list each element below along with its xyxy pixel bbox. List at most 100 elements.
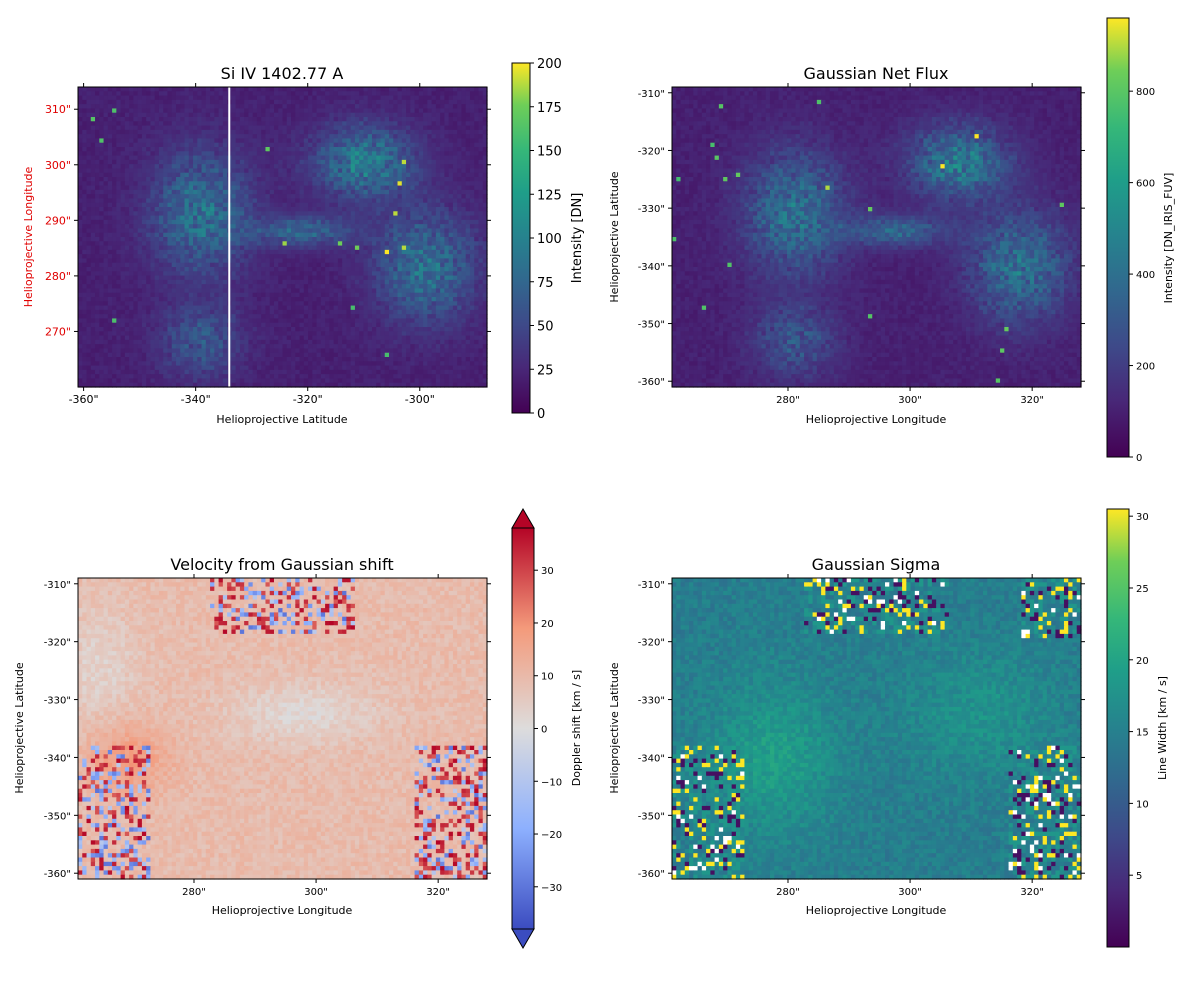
- heatmap-cell: [146, 288, 151, 293]
- heatmap-cell: [138, 87, 143, 92]
- heatmap-cell: [253, 91, 258, 96]
- heatmap-cell: [453, 267, 458, 272]
- heatmap-cell: [180, 147, 185, 152]
- heatmap-cell: [346, 254, 351, 259]
- heatmap-cell: [87, 288, 92, 293]
- heatmap-cell: [244, 301, 249, 306]
- heatmap-cell: [180, 96, 185, 101]
- heatmap-cell: [197, 276, 202, 281]
- heatmap-cell: [172, 224, 177, 229]
- heatmap-cell: [95, 306, 100, 311]
- heatmap-cell: [185, 220, 190, 225]
- heatmap-cell: [312, 198, 317, 203]
- heatmap-cell: [346, 121, 351, 126]
- heatmap-cell: [415, 134, 420, 139]
- heatmap-cell: [321, 91, 326, 96]
- heatmap-cell: [138, 207, 143, 212]
- heatmap-cell: [236, 288, 241, 293]
- heatmap-cell: [432, 276, 437, 281]
- heatmap-cell: [359, 241, 364, 246]
- heatmap-cell: [457, 96, 462, 101]
- heatmap-cell: [270, 198, 275, 203]
- heatmap-cell: [197, 130, 202, 135]
- heatmap-cell: [317, 207, 322, 212]
- heatmap-cell: [363, 143, 368, 148]
- heatmap-cell: [112, 126, 117, 131]
- heatmap-cell: [457, 288, 462, 293]
- heatmap-cell: [444, 203, 449, 208]
- heatmap-cell: [295, 250, 300, 255]
- heatmap-cell: [380, 151, 385, 156]
- heatmap-cell: [108, 250, 113, 255]
- heatmap-cell: [99, 186, 104, 191]
- heatmap-cell: [125, 164, 130, 169]
- heatmap-cell: [393, 254, 398, 259]
- heatmap-cell: [363, 280, 368, 285]
- heatmap-cell: [372, 190, 377, 195]
- heatmap-cell: [206, 117, 211, 122]
- heatmap-cell: [129, 91, 134, 96]
- heatmap-cell: [210, 276, 215, 281]
- heatmap-cell: [91, 87, 96, 92]
- heatmap-cell: [334, 241, 339, 246]
- heatmap-cell: [385, 263, 390, 268]
- heatmap-cell: [253, 194, 258, 199]
- heatmap-cell: [304, 284, 309, 289]
- heatmap-cell: [78, 87, 83, 92]
- heatmap-cell: [87, 271, 92, 276]
- heatmap-cell: [202, 293, 207, 298]
- heatmap-cell: [257, 258, 262, 263]
- heatmap-cell: [342, 306, 347, 311]
- heatmap-cell: [167, 168, 172, 173]
- heatmap-cell: [478, 254, 483, 259]
- heatmap-cell: [406, 288, 411, 293]
- heatmap-cell: [248, 104, 253, 109]
- heatmap-cell: [317, 233, 322, 238]
- heatmap-cell: [393, 267, 398, 272]
- heatmap-cell: [355, 177, 360, 182]
- heatmap-cell: [189, 216, 194, 221]
- heatmap-cell: [432, 220, 437, 225]
- heatmap-cell: [121, 224, 126, 229]
- heatmap-cell: [329, 233, 334, 238]
- heatmap-cell: [393, 306, 398, 311]
- heatmap-cell: [385, 233, 390, 238]
- heatmap-cell: [410, 258, 415, 263]
- heatmap-cell: [257, 160, 262, 165]
- heatmap-cell: [300, 211, 305, 216]
- heatmap-cell: [104, 198, 109, 203]
- heatmap-cell: [133, 293, 138, 298]
- heatmap-cell: [176, 246, 181, 251]
- heatmap-cell: [304, 121, 309, 126]
- heatmap-cell: [163, 224, 168, 229]
- heatmap-cell: [167, 250, 172, 255]
- heatmap-cell: [231, 130, 236, 135]
- heatmap-cell: [291, 194, 296, 199]
- heatmap-cell: [304, 177, 309, 182]
- heatmap-cell: [223, 194, 228, 199]
- heatmap-cell: [453, 288, 458, 293]
- heatmap-cell: [406, 228, 411, 233]
- heatmap-cell: [185, 258, 190, 263]
- heatmap-cell: [185, 181, 190, 186]
- heatmap-cell: [274, 113, 279, 118]
- heatmap-cell: [312, 254, 317, 259]
- heatmap-cell: [393, 186, 398, 191]
- heatmap-cell: [304, 186, 309, 191]
- heatmap-cell: [342, 156, 347, 161]
- heatmap-cell: [449, 177, 454, 182]
- heatmap-cell: [372, 108, 377, 113]
- heatmap-cell: [261, 267, 266, 272]
- heatmap-cell: [265, 194, 270, 199]
- heatmap-cell: [283, 207, 288, 212]
- heatmap-cell: [351, 134, 356, 139]
- heatmap-cell: [121, 156, 126, 161]
- heatmap-cell: [423, 250, 428, 255]
- heatmap-cell: [338, 100, 343, 105]
- heatmap-cell: [223, 263, 228, 268]
- heatmap-cell: [410, 104, 415, 109]
- heatmap-cell: [440, 173, 445, 178]
- heatmap-cell: [406, 190, 411, 195]
- heatmap-cell: [436, 284, 441, 289]
- heatmap-cell: [440, 228, 445, 233]
